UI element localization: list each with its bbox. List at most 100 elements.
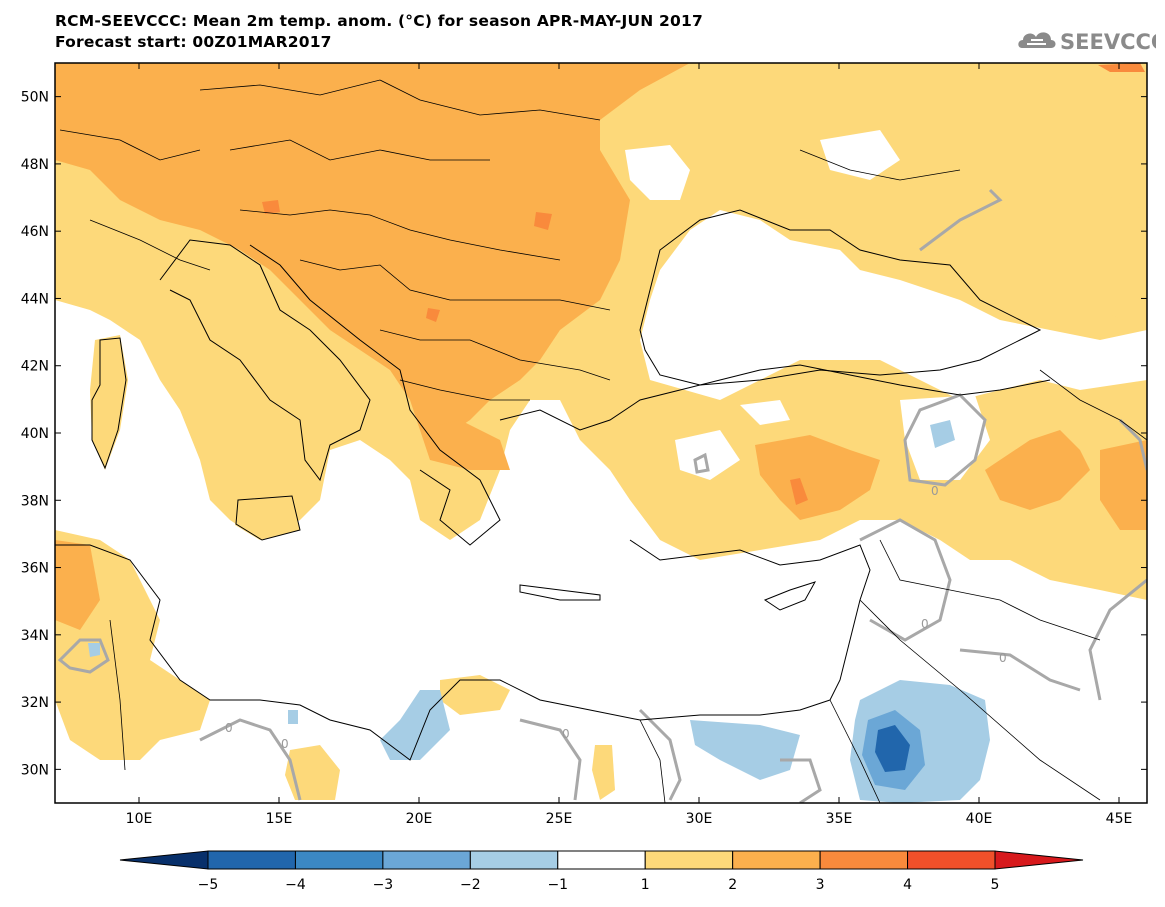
anomaly-1-2-region: [235, 495, 300, 540]
colorbar-swatch: [907, 850, 996, 870]
anomaly-field: [55, 63, 1147, 803]
anomaly-1-2-region: [592, 745, 615, 800]
country-border: [229, 139, 490, 161]
contour-label: 0: [281, 737, 289, 751]
zero-contour: [959, 648, 1081, 692]
country-border: [829, 699, 881, 803]
coastline-black-sea: [639, 209, 1042, 386]
anomaly-1-2-region: [285, 745, 340, 800]
lon-tick-label: 30E: [686, 811, 713, 827]
contour-label: 0: [931, 484, 939, 498]
colorbar-swatch: [207, 850, 296, 870]
logo-text: SEEVCCC: [1060, 30, 1156, 54]
lat-tick-label: 30N: [21, 762, 49, 778]
anomaly-neutral-region: [625, 145, 690, 200]
coastline-africa: [55, 544, 831, 761]
zero-contour: [519, 718, 582, 801]
colorbar-tick-label: 4: [903, 877, 912, 893]
anomaly-neg-1-2-region: [88, 643, 100, 657]
coastline-balkans: [249, 244, 501, 546]
colorbar-swatch: [469, 850, 559, 870]
lon-tick-label: 45E: [1106, 811, 1133, 827]
colorbar-swatch: [382, 850, 471, 870]
country-border: [89, 219, 211, 271]
coastline-cyprus: [763, 581, 817, 611]
anomaly-neg-1-2-region: [690, 720, 800, 780]
anomaly-neg-3-4-region: [875, 725, 910, 772]
country-border: [639, 719, 666, 803]
country-border: [379, 329, 611, 381]
lon-tick-label: 40E: [966, 811, 993, 827]
anomaly-neutral-region: [675, 430, 740, 480]
contour-label: 0: [999, 651, 1007, 665]
coastline-anatolia-south: [629, 539, 871, 701]
country-border: [879, 539, 1101, 641]
zero-contour: [199, 718, 302, 801]
coastlines: [55, 209, 1051, 761]
zero-contour: [57, 638, 110, 674]
anomaly-neg-1-2-region: [930, 420, 955, 448]
colorbar-tick-label: 5: [991, 877, 1000, 893]
zero-contour: [693, 452, 710, 474]
coastline-greece-turkey: [499, 364, 1051, 431]
lon-tick-label: 15E: [266, 811, 293, 827]
forecast-start-subtitle: Forecast start: 00Z01MAR2017: [55, 33, 332, 51]
contour-label: 0: [921, 617, 929, 631]
seevccc-logo: SEEVCCC: [1018, 30, 1156, 54]
zero-contour: [1118, 418, 1147, 471]
anomaly-3-4-region: [790, 478, 808, 505]
colorbar-swatch: [732, 850, 821, 870]
anomaly-1-2-region: [440, 675, 510, 715]
country-border: [399, 379, 530, 401]
lat-tick-label: 48N: [21, 157, 49, 173]
colorbar: −5 −4 −3 −2 −1 1 2 3 4 5: [119, 850, 1084, 893]
colorbar-tick-label: −2: [460, 877, 481, 893]
anomaly-3-4-region: [1098, 63, 1145, 72]
coastline-italy: [159, 239, 371, 482]
lat-tick-label: 50N: [21, 90, 49, 106]
colorbar-low-extension: [119, 850, 209, 870]
lon-tick-label: 35E: [826, 811, 853, 827]
lat-tick-label: 42N: [21, 359, 49, 375]
colorbar-high-extension: [994, 850, 1084, 870]
colorbar-tick-label: 1: [641, 877, 650, 893]
anomaly-2-3-region: [55, 63, 690, 440]
zero-contour: [780, 758, 822, 803]
lat-tick-label: 32N: [21, 695, 49, 711]
country-border: [199, 79, 601, 121]
lat-tick-label: 44N: [21, 291, 49, 307]
colorbar-swatch: [819, 850, 909, 870]
colorbar-tick-label: −5: [198, 877, 219, 893]
lon-tick-label: 20E: [406, 811, 433, 827]
anomaly-2-3-region: [755, 435, 880, 520]
cloud-icon: [1018, 32, 1056, 48]
contour-labels: 0 0 0 0 0 0: [225, 484, 1007, 751]
lon-tick-label: 10E: [126, 811, 153, 827]
country-border: [799, 149, 961, 181]
zero-contour: [919, 188, 1003, 252]
anomaly-2-3-region: [420, 420, 510, 470]
anomaly-neg-1-2-region: [288, 710, 298, 724]
colorbar-swatch: [294, 850, 384, 870]
anomaly-neutral-region: [740, 400, 790, 425]
country-border: [109, 619, 126, 771]
country-border: [859, 599, 1101, 801]
lat-tick-label: 36N: [21, 561, 49, 577]
lon-tick-label: 25E: [546, 811, 573, 827]
coastline-crete: [519, 584, 601, 601]
zero-contour: [859, 518, 952, 642]
colorbar-tick-label: −3: [373, 877, 394, 893]
country-border: [299, 259, 611, 311]
contour-label: 0: [562, 727, 570, 741]
lat-tick-label: 46N: [21, 224, 49, 240]
country-borders: [59, 79, 1147, 803]
longitude-axis: 10E 15E 20E 25E 30E 35E 40E 45E: [126, 63, 1133, 827]
colorbar-swatch: [557, 850, 646, 870]
zero-contour: [638, 708, 682, 801]
anomaly-2-3-region: [985, 430, 1090, 510]
anomaly-1-2-region: [1030, 190, 1147, 330]
colorbar-swatch: [644, 850, 734, 870]
lat-tick-label: 40N: [21, 426, 49, 442]
anomaly-3-4-region: [534, 212, 552, 230]
